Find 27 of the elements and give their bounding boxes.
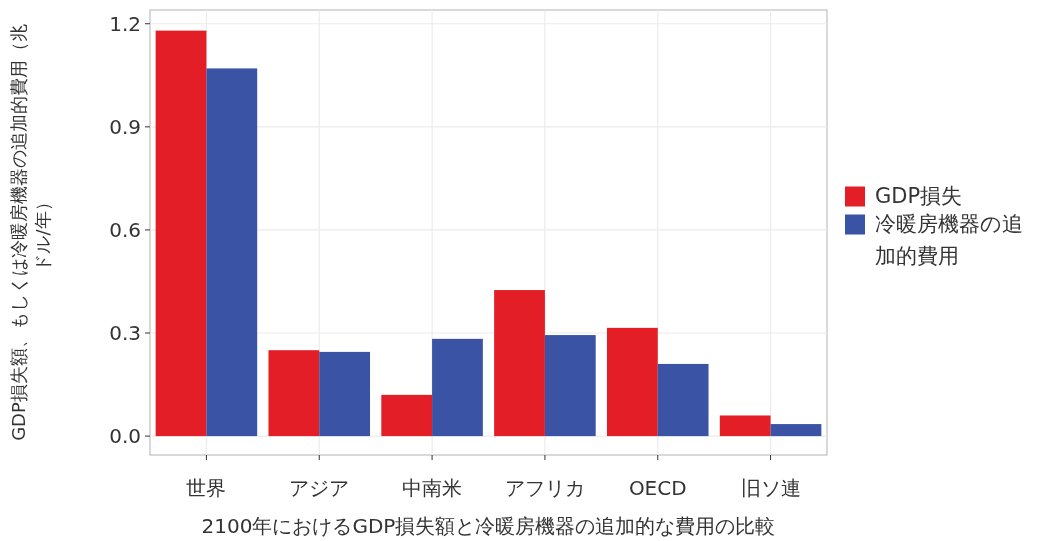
bar — [268, 350, 320, 437]
bar — [319, 351, 371, 437]
legend-label: 冷暖房機器の追加的費用 — [875, 211, 1023, 268]
y-tick-label: 0.0 — [109, 424, 141, 449]
x-tick-label: 旧ソ連 — [740, 476, 801, 500]
legend-label: GDP損失 — [875, 183, 963, 208]
y-tick-label: 1.2 — [109, 11, 141, 36]
bar — [206, 68, 258, 437]
x-tick-label: 中南米 — [402, 476, 463, 500]
bar — [381, 394, 433, 437]
y-tick-label: 0.9 — [109, 114, 141, 139]
bar — [494, 290, 545, 437]
x-tick-label: アフリカ — [504, 476, 585, 500]
y-tick-label: 0.3 — [109, 321, 141, 346]
bar — [719, 415, 771, 437]
bar — [544, 335, 596, 437]
y-tick-label: 0.6 — [109, 217, 141, 242]
x-tick-label: OECD — [628, 476, 687, 500]
bar — [770, 424, 822, 437]
y-axis-title: GDP損失額、もしくは冷暖房機器の追加的費用（兆ドル/年） — [8, 24, 53, 441]
x-tick-label: アジア — [289, 476, 350, 500]
x-axis-title: 2100年におけるGDP損失額と冷暖房機器の追加的な費用の比較 — [201, 514, 776, 538]
bar — [657, 363, 709, 437]
bar — [155, 30, 207, 437]
bar — [432, 338, 483, 437]
bar — [606, 327, 658, 437]
x-tick-label: 世界 — [186, 476, 227, 500]
